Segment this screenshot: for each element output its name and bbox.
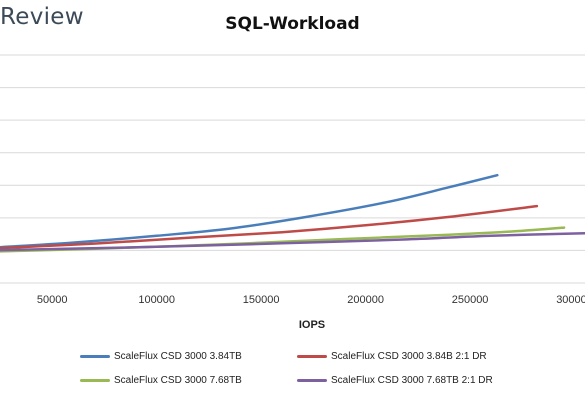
legend-swatch xyxy=(80,355,110,358)
chart-title: SQL-Workload xyxy=(225,14,360,34)
x-tick-label: 50000 xyxy=(37,294,68,306)
legend-item: ScaleFlux CSD 3000 3.84B 2:1 DR xyxy=(297,351,487,362)
x-tick-label: 300000 xyxy=(556,294,585,306)
x-tick-label: 200000 xyxy=(347,294,384,306)
legend-swatch xyxy=(297,379,327,382)
legend-item: ScaleFlux CSD 3000 7.68TB 2:1 DR xyxy=(297,375,493,386)
gridlines xyxy=(0,54,585,284)
x-tick-label: 100000 xyxy=(138,294,175,306)
x-tick-label: 150000 xyxy=(243,294,280,306)
legend-swatch xyxy=(297,355,327,358)
series-line-1 xyxy=(0,173,499,249)
series-line-2 xyxy=(0,204,539,250)
legend-item: ScaleFlux CSD 3000 3.84TB xyxy=(80,351,242,362)
legend-label: ScaleFlux CSD 3000 7.68TB xyxy=(114,375,242,386)
legend-label: ScaleFlux CSD 3000 3.84TB xyxy=(114,351,242,362)
brand-logo: Review xyxy=(0,4,84,30)
legend-label: ScaleFlux CSD 3000 7.68TB 2:1 DR xyxy=(331,375,493,386)
x-tick-label: 250000 xyxy=(452,294,489,306)
series-lines xyxy=(0,173,585,253)
legend-swatch xyxy=(80,379,110,382)
x-axis-label: IOPS xyxy=(299,319,325,331)
legend-label: ScaleFlux CSD 3000 3.84B 2:1 DR xyxy=(331,351,487,362)
x-axis-ticks: 50000 100000 150000 200000 250000 300000 xyxy=(37,294,585,306)
legend-item: ScaleFlux CSD 3000 7.68TB xyxy=(80,375,242,386)
series-line-4 xyxy=(0,231,585,252)
